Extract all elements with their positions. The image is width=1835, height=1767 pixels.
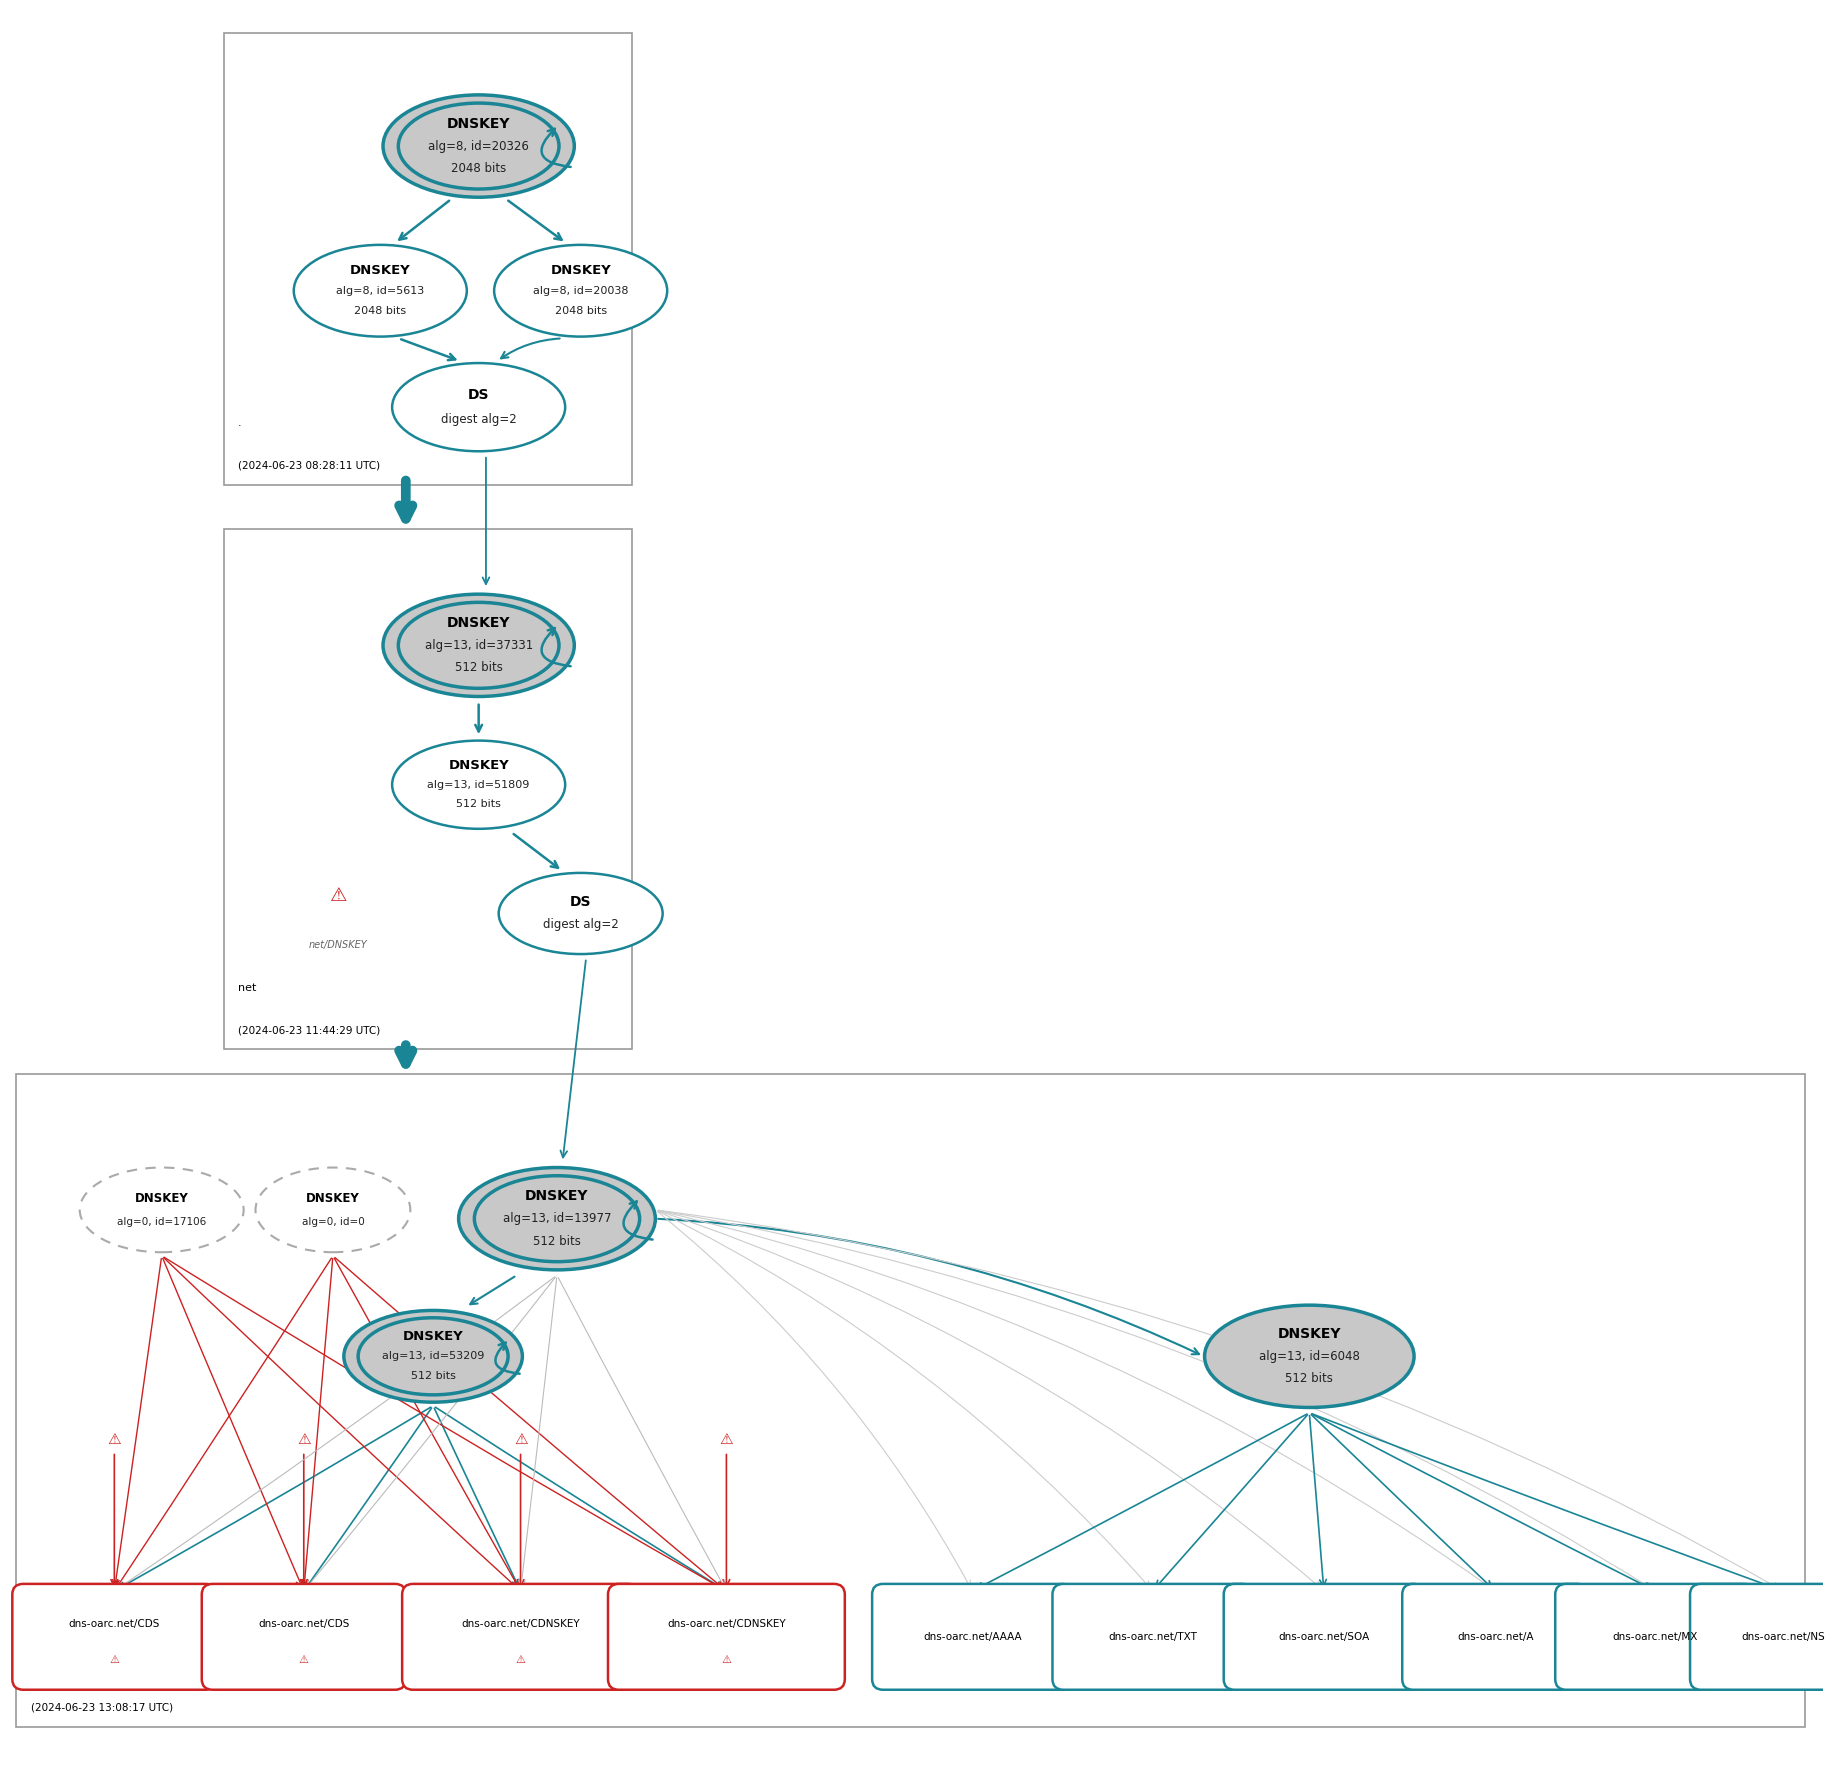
Text: 512 bits: 512 bits [1284,1373,1334,1385]
Ellipse shape [393,740,565,829]
Text: ⚠: ⚠ [721,1654,732,1665]
Text: 2048 bits: 2048 bits [354,306,406,316]
Text: .: . [239,419,242,428]
Ellipse shape [294,246,466,336]
Text: DNSKEY: DNSKEY [1277,1327,1341,1341]
Text: alg=0, id=17106: alg=0, id=17106 [117,1217,206,1226]
Text: DNSKEY: DNSKEY [306,1191,360,1205]
Text: dns-oarc.net/AAAA: dns-oarc.net/AAAA [923,1631,1022,1642]
Bar [224,34,631,484]
Text: DNSKEY: DNSKEY [448,117,510,131]
Text: dns-oarc.net/CDNSKEY: dns-oarc.net/CDNSKEY [668,1620,785,1629]
Text: digest alg=2: digest alg=2 [543,919,618,931]
Text: DNSKEY: DNSKEY [448,617,510,629]
Text: 512 bits: 512 bits [411,1371,455,1382]
Text: dns-oarc.net/NS: dns-oarc.net/NS [1741,1631,1824,1642]
Text: ⚠: ⚠ [297,1431,310,1447]
FancyBboxPatch shape [1053,1583,1253,1689]
Text: DNSKEY: DNSKEY [350,263,411,277]
Text: DNSKEY: DNSKEY [402,1329,464,1343]
Text: alg=8, id=20038: alg=8, id=20038 [532,286,628,295]
FancyBboxPatch shape [402,1583,639,1689]
Text: DNSKEY: DNSKEY [134,1191,189,1205]
Text: dns-oarc.net/SOA: dns-oarc.net/SOA [1279,1631,1369,1642]
Text: alg=13, id=13977: alg=13, id=13977 [503,1212,611,1225]
Ellipse shape [494,246,668,336]
Ellipse shape [384,594,574,696]
Text: (2024-06-23 08:28:11 UTC): (2024-06-23 08:28:11 UTC) [239,461,380,470]
Text: dns-oarc.net/CDNSKEY: dns-oarc.net/CDNSKEY [461,1620,580,1629]
Text: DNSKEY: DNSKEY [448,758,508,772]
Text: DNSKEY: DNSKEY [550,263,611,277]
Text: DS: DS [571,896,591,910]
Text: dns-oarc.net/TXT: dns-oarc.net/TXT [1108,1631,1196,1642]
FancyBboxPatch shape [1402,1583,1587,1689]
Text: dns-oarc.net/CDS: dns-oarc.net/CDS [68,1620,160,1629]
FancyBboxPatch shape [13,1583,217,1689]
Text: (2024-06-23 13:08:17 UTC): (2024-06-23 13:08:17 UTC) [31,1703,172,1712]
Text: ⚠: ⚠ [516,1654,525,1665]
Text: 2048 bits: 2048 bits [451,163,506,175]
Text: alg=8, id=20326: alg=8, id=20326 [428,140,528,152]
Text: net/DNSKEY: net/DNSKEY [308,940,367,951]
Ellipse shape [255,1168,411,1253]
FancyBboxPatch shape [872,1583,1072,1689]
Ellipse shape [1204,1306,1415,1408]
Text: dns-oarc.net: dns-oarc.net [31,1668,101,1677]
Text: ⚠: ⚠ [108,1431,121,1447]
Text: DS: DS [468,387,490,401]
Text: alg=8, id=5613: alg=8, id=5613 [336,286,424,295]
Text: DNSKEY: DNSKEY [525,1189,589,1203]
Text: alg=0, id=0: alg=0, id=0 [301,1217,365,1226]
Text: 512 bits: 512 bits [457,799,501,809]
FancyBboxPatch shape [1556,1583,1756,1689]
Text: digest alg=2: digest alg=2 [440,413,516,426]
Ellipse shape [393,362,565,451]
Text: dns-oarc.net/CDS: dns-oarc.net/CDS [259,1620,349,1629]
Text: alg=13, id=51809: alg=13, id=51809 [428,779,530,790]
FancyBboxPatch shape [607,1583,844,1689]
Text: ⚠: ⚠ [299,1654,308,1665]
Text: 512 bits: 512 bits [532,1235,582,1248]
FancyBboxPatch shape [202,1583,406,1689]
FancyBboxPatch shape [1690,1583,1835,1689]
Text: dns-oarc.net/A: dns-oarc.net/A [1457,1631,1534,1642]
Ellipse shape [384,95,574,198]
Text: 2048 bits: 2048 bits [554,306,607,316]
Bar [17,1074,1806,1726]
Text: dns-oarc.net/MX: dns-oarc.net/MX [1613,1631,1697,1642]
Text: (2024-06-23 11:44:29 UTC): (2024-06-23 11:44:29 UTC) [239,1025,380,1035]
Bar [224,528,631,1050]
Text: ⚠: ⚠ [330,887,347,905]
Text: net: net [239,982,257,993]
Text: alg=13, id=37331: alg=13, id=37331 [424,640,532,652]
Text: ⚠: ⚠ [514,1431,527,1447]
Text: ⚠: ⚠ [719,1431,734,1447]
Ellipse shape [343,1311,523,1403]
Text: ⚠: ⚠ [110,1654,119,1665]
Ellipse shape [499,873,662,954]
Text: alg=13, id=53209: alg=13, id=53209 [382,1352,484,1361]
Text: 512 bits: 512 bits [455,661,503,675]
Ellipse shape [459,1168,655,1270]
Ellipse shape [79,1168,244,1253]
FancyBboxPatch shape [1224,1583,1424,1689]
Text: alg=13, id=6048: alg=13, id=6048 [1259,1350,1360,1362]
